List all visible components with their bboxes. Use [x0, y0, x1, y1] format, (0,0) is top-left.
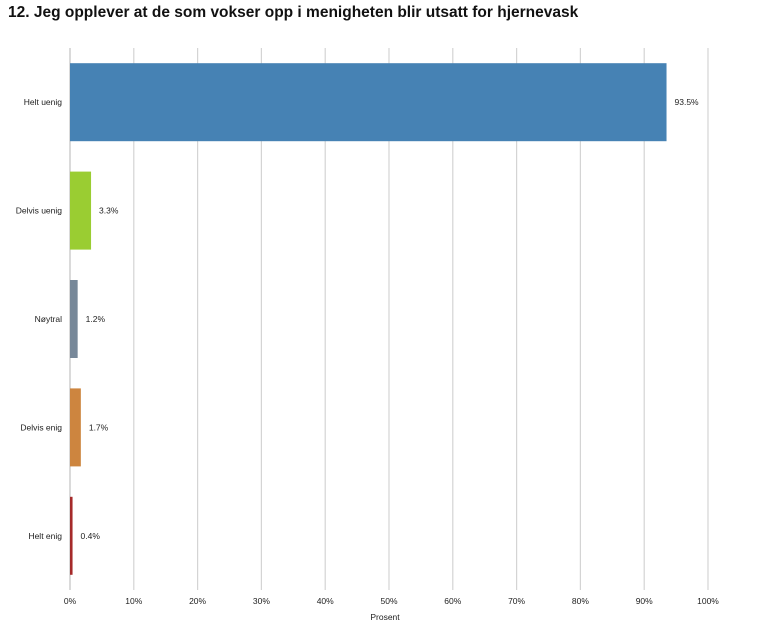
x-axis-title: Prosent	[370, 612, 400, 622]
x-tick-label: 50%	[380, 596, 397, 606]
x-tick-label: 0%	[64, 596, 77, 606]
category-label: Delvis enig	[20, 422, 62, 432]
data-label: 93.5%	[675, 97, 700, 107]
x-tick-label: 80%	[572, 596, 589, 606]
x-tick-label: 90%	[636, 596, 653, 606]
bar	[70, 171, 92, 250]
data-label: 3.3%	[99, 206, 119, 216]
data-label: 0.4%	[81, 531, 101, 541]
x-tick-label: 30%	[253, 596, 270, 606]
x-tick-label: 10%	[125, 596, 142, 606]
bar	[70, 496, 73, 575]
data-label: 1.7%	[89, 422, 109, 432]
x-tick-label: 70%	[508, 596, 525, 606]
chart-title: 12. Jeg opplever at de som vokser opp i …	[8, 4, 579, 21]
x-tick-label: 100%	[697, 596, 719, 606]
x-tick-label: 40%	[317, 596, 334, 606]
data-label: 1.2%	[86, 314, 106, 324]
bar	[70, 388, 81, 467]
bar	[70, 280, 78, 358]
x-tick-label: 20%	[189, 596, 206, 606]
bar	[70, 63, 667, 142]
x-tick-label: 60%	[444, 596, 461, 606]
category-label: Nøytral	[35, 314, 63, 324]
category-label: Helt uenig	[24, 97, 63, 107]
category-label: Delvis uenig	[16, 206, 63, 216]
category-label: Helt enig	[28, 531, 62, 541]
